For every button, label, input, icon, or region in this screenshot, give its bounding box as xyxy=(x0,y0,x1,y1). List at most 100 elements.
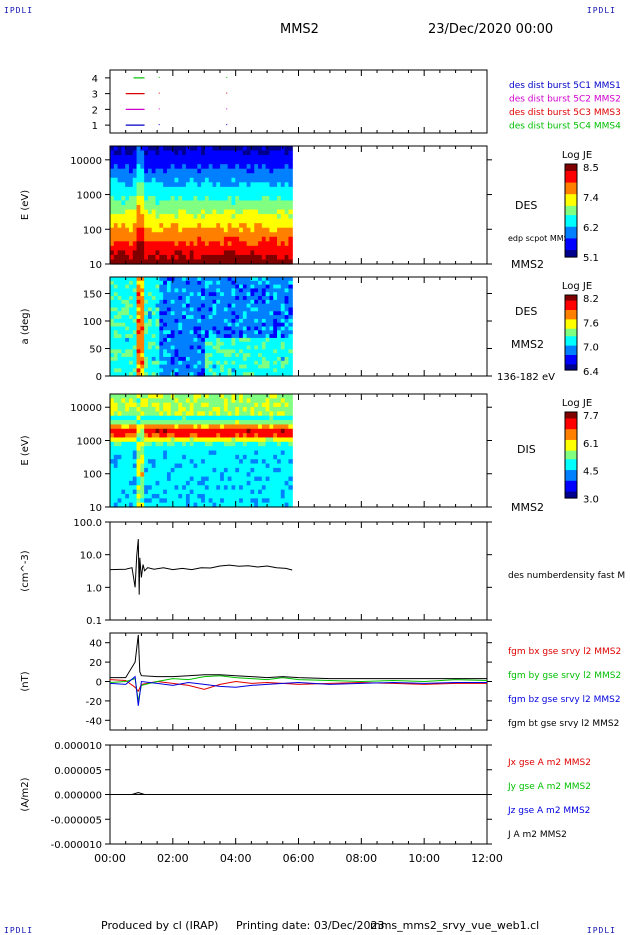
des-pitch-cell xyxy=(132,345,138,350)
des-pitch-cell xyxy=(223,296,229,301)
dis-energy-cell xyxy=(151,433,157,439)
des-pitch-cell xyxy=(185,368,191,373)
des-pitch-cell xyxy=(189,372,195,377)
des-pitch-cell xyxy=(163,292,168,297)
des-pitch-cell xyxy=(288,337,293,343)
des-energy-cell xyxy=(265,150,271,156)
des-pitch-cell xyxy=(121,349,126,354)
des-pitch-cell xyxy=(140,307,145,312)
des-energy-cell xyxy=(110,177,115,183)
des-pitch-cell xyxy=(132,360,138,366)
dis-energy-cell xyxy=(132,428,138,434)
des-pitch-cell xyxy=(178,372,183,377)
des-energy-cell xyxy=(250,186,255,192)
des-pitch-cell xyxy=(128,372,134,377)
des-energy-cell xyxy=(269,146,274,152)
des-energy-cell xyxy=(197,218,202,224)
dis-energy-cell xyxy=(223,493,229,499)
dis-energy-cell xyxy=(113,459,119,465)
des-pitch-cell xyxy=(277,330,282,335)
des-pitch-cell xyxy=(125,337,130,343)
des-energy-cell xyxy=(258,168,263,174)
des-energy-cell xyxy=(223,177,229,183)
des-energy-cell xyxy=(216,195,221,202)
dis-energy-cell xyxy=(265,476,271,482)
dis-energy-cell xyxy=(170,485,176,491)
dis-energy-cell xyxy=(246,411,252,417)
des-energy-cell xyxy=(261,218,267,224)
des-energy-cell xyxy=(273,232,278,238)
des-energy-cell xyxy=(288,182,293,188)
dis-energy-cell xyxy=(223,446,229,452)
des-pitch-cell xyxy=(273,315,278,320)
des-pitch-cell xyxy=(140,296,145,301)
dis-energy-cell xyxy=(178,489,183,495)
des-energy-cell xyxy=(182,191,187,197)
des-energy-cell xyxy=(254,177,259,183)
dis-energy-cell xyxy=(117,467,122,473)
dis-energy-ytick-label: 10 xyxy=(89,503,102,514)
dis-energy-cell xyxy=(258,463,263,469)
des-energy-cell xyxy=(155,259,160,265)
dis-energy-cell xyxy=(227,446,233,452)
des-pitch-cell xyxy=(140,349,145,354)
dis-energy-cell xyxy=(144,476,149,482)
des-pitch-cell xyxy=(258,337,263,343)
des-energy-cell xyxy=(258,236,263,242)
des-energy-cell xyxy=(239,195,244,202)
des-energy-cell xyxy=(117,245,122,251)
des-energy-cell xyxy=(208,173,214,179)
des-pitch-cell xyxy=(288,330,293,335)
des-pitch-cell xyxy=(254,322,259,328)
des-pitch-cell xyxy=(121,299,126,305)
des-pitch-cell xyxy=(132,288,138,293)
des-pitch-cell xyxy=(227,345,233,350)
dis-energy-cell xyxy=(155,433,160,439)
des-pitch-cell xyxy=(189,284,195,290)
dis-energy-cell xyxy=(197,402,202,408)
dis-energy-cells xyxy=(110,394,293,508)
des-energy-cell xyxy=(242,195,248,202)
des-energy-cell xyxy=(185,182,191,188)
des-energy-colorbar-cell xyxy=(565,224,577,228)
des-pitch-cell xyxy=(223,277,229,282)
des-energy-cell xyxy=(117,173,122,179)
dis-energy-cell xyxy=(246,459,252,465)
des-energy-cell xyxy=(265,241,271,247)
dis-energy-cell xyxy=(223,485,229,491)
des-energy-cell xyxy=(136,236,141,242)
dis-energy-cell xyxy=(261,441,267,447)
des-pitch-cell xyxy=(239,345,244,350)
des-energy-cell xyxy=(231,200,236,206)
dis-energy-cell xyxy=(163,394,168,399)
dis-energy-cell xyxy=(125,437,130,443)
des-energy-cell xyxy=(273,218,278,224)
density-ytick-label: 1.0 xyxy=(86,583,102,594)
dis-energy-cell xyxy=(235,420,240,426)
dis-energy-cell xyxy=(227,472,233,478)
des-pitch-cell xyxy=(140,311,145,316)
des-energy-cell xyxy=(246,209,252,215)
des-pitch-cell xyxy=(151,288,157,293)
des-energy-cell xyxy=(227,195,233,202)
des-pitch-cell xyxy=(246,322,252,328)
des-energy-cell xyxy=(174,150,179,156)
dis-energy-cell xyxy=(159,415,164,421)
dis-energy-cell xyxy=(288,415,293,421)
dis-energy-cell xyxy=(208,441,214,447)
des-pitch-cell xyxy=(125,280,130,286)
des-pitch-cell xyxy=(242,368,248,373)
des-pitch-cell xyxy=(121,296,126,301)
des-pitch-cell xyxy=(204,311,210,316)
dis-energy-cell xyxy=(163,472,168,478)
dis-energy-cell xyxy=(204,433,210,439)
des-energy-cell xyxy=(250,159,255,165)
dis-energy-cell xyxy=(170,428,176,434)
dis-energy-cell xyxy=(110,407,115,412)
des-energy-cell xyxy=(193,259,198,265)
dis-energy-cell xyxy=(242,463,248,469)
dis-energy-cell xyxy=(144,472,149,478)
des-pitch-cell xyxy=(136,353,141,358)
des-energy-cell xyxy=(239,159,244,165)
des-energy-cell xyxy=(216,214,221,220)
